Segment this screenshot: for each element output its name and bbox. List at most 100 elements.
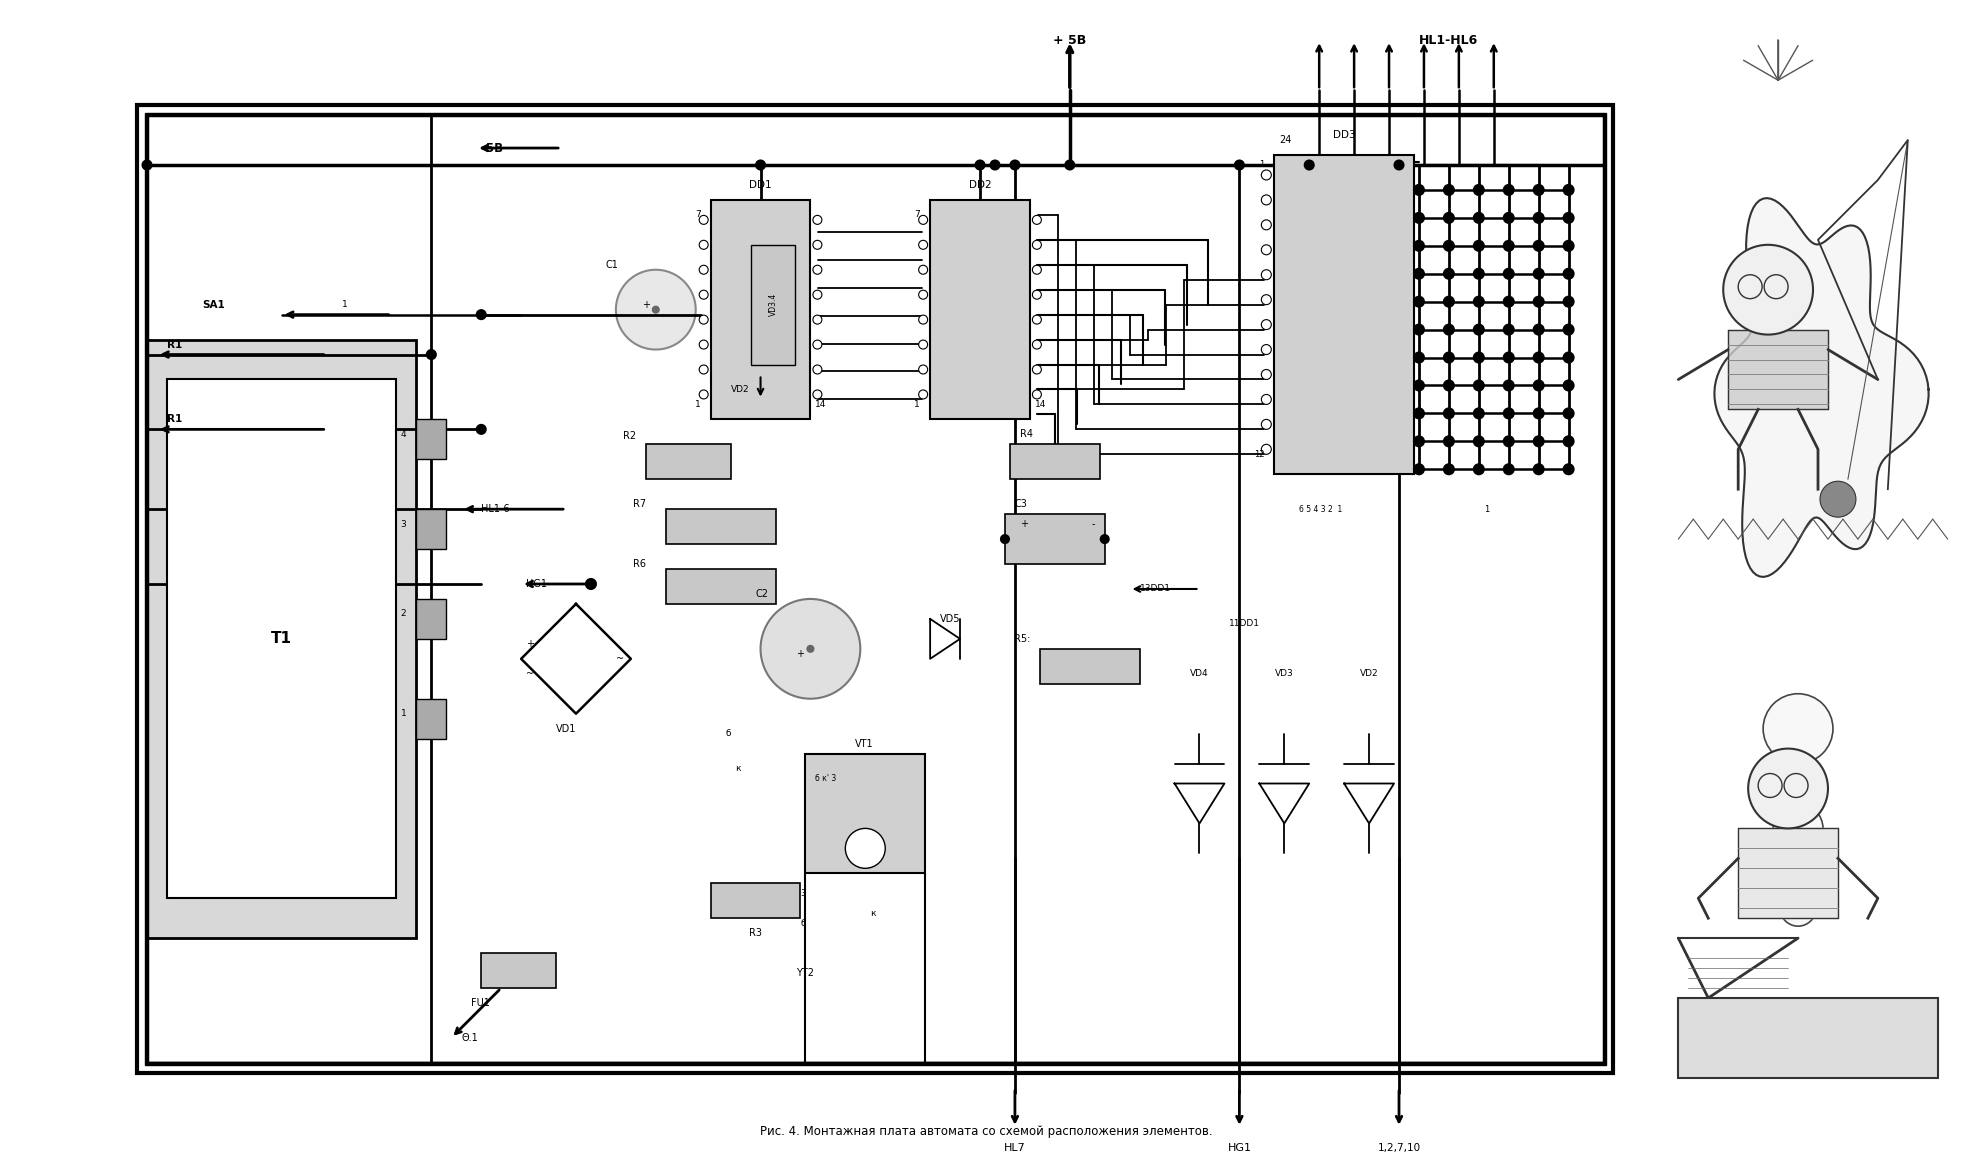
Circle shape	[1474, 325, 1484, 335]
Circle shape	[1415, 380, 1425, 391]
Text: R3: R3	[750, 928, 762, 938]
Circle shape	[1032, 216, 1042, 225]
Circle shape	[1261, 420, 1271, 429]
Text: 1: 1	[694, 400, 700, 409]
Text: R1: R1	[168, 340, 182, 350]
Circle shape	[653, 307, 659, 313]
Text: -: -	[1091, 519, 1095, 530]
Text: 11DD1: 11DD1	[1229, 619, 1261, 628]
Circle shape	[919, 365, 927, 374]
Circle shape	[1444, 352, 1454, 363]
Circle shape	[1474, 185, 1484, 195]
Circle shape	[1261, 394, 1271, 404]
Bar	[136, 105, 1614, 1073]
Circle shape	[1474, 213, 1484, 223]
Text: 4: 4	[401, 430, 406, 439]
Circle shape	[1565, 213, 1574, 223]
Circle shape	[1565, 241, 1574, 250]
Text: HG1: HG1	[1227, 1143, 1251, 1153]
Circle shape	[1565, 352, 1574, 363]
Circle shape	[1415, 325, 1425, 335]
Text: C1: C1	[606, 260, 620, 270]
Text: 1: 1	[401, 709, 406, 719]
Text: 3: 3	[801, 889, 807, 898]
Circle shape	[1444, 213, 1454, 223]
Circle shape	[1533, 380, 1543, 391]
Circle shape	[1415, 465, 1425, 474]
Circle shape	[1565, 436, 1574, 446]
Text: VT1: VT1	[856, 738, 874, 749]
Circle shape	[1774, 803, 1823, 853]
Polygon shape	[1715, 198, 1928, 577]
Circle shape	[698, 340, 708, 349]
Bar	[665, 569, 775, 604]
Circle shape	[1503, 436, 1513, 446]
Circle shape	[1395, 160, 1403, 169]
Bar	[1275, 155, 1415, 474]
Circle shape	[1261, 370, 1271, 379]
Text: б к' 3: б к' 3	[815, 774, 837, 783]
Circle shape	[1533, 352, 1543, 363]
Circle shape	[1565, 380, 1574, 391]
Text: VD2: VD2	[732, 385, 750, 394]
Circle shape	[919, 265, 927, 275]
Circle shape	[1474, 380, 1484, 391]
Text: б: б	[801, 919, 805, 927]
Circle shape	[616, 270, 696, 350]
Text: 1: 1	[341, 300, 347, 309]
Circle shape	[1533, 269, 1543, 278]
Bar	[805, 753, 925, 873]
Circle shape	[1533, 213, 1543, 223]
Circle shape	[1748, 749, 1827, 829]
Text: VD5: VD5	[939, 614, 961, 624]
Text: 7: 7	[694, 211, 700, 219]
Bar	[665, 509, 775, 544]
Text: 2: 2	[401, 610, 406, 619]
Circle shape	[698, 389, 708, 399]
Text: 12: 12	[1253, 450, 1265, 459]
Circle shape	[1503, 465, 1513, 474]
Text: R5:: R5:	[1014, 634, 1030, 644]
Text: R2: R2	[623, 431, 635, 442]
Circle shape	[813, 240, 823, 249]
Circle shape	[760, 599, 860, 699]
Circle shape	[698, 365, 708, 374]
Circle shape	[1000, 535, 1008, 544]
Circle shape	[1261, 170, 1271, 180]
Text: HG1: HG1	[527, 580, 547, 589]
Text: 7: 7	[913, 211, 919, 219]
Circle shape	[1474, 269, 1484, 278]
Text: DD3: DD3	[1334, 130, 1355, 140]
Circle shape	[1503, 352, 1513, 363]
Circle shape	[1722, 245, 1813, 335]
Circle shape	[919, 315, 927, 325]
Circle shape	[1444, 269, 1454, 278]
Text: HL7: HL7	[1004, 1143, 1026, 1153]
Text: 1: 1	[1259, 160, 1265, 169]
Text: +: +	[641, 300, 649, 309]
Bar	[1040, 649, 1140, 684]
Text: VD2: VD2	[1359, 669, 1379, 678]
Text: C2: C2	[756, 589, 769, 599]
Text: 14: 14	[1036, 400, 1046, 409]
Circle shape	[1261, 320, 1271, 329]
Circle shape	[1503, 380, 1513, 391]
Circle shape	[698, 216, 708, 225]
Circle shape	[1533, 297, 1543, 307]
Circle shape	[1065, 160, 1073, 169]
Circle shape	[1415, 269, 1425, 278]
Circle shape	[1444, 380, 1454, 391]
Circle shape	[1503, 325, 1513, 335]
Circle shape	[1533, 465, 1543, 474]
Circle shape	[698, 315, 708, 325]
Circle shape	[1415, 297, 1425, 307]
Circle shape	[1235, 160, 1243, 169]
Circle shape	[1565, 408, 1574, 418]
Circle shape	[477, 311, 485, 319]
Text: 1: 1	[1484, 504, 1490, 513]
Circle shape	[1032, 365, 1042, 374]
Text: VD4: VD4	[1190, 669, 1209, 678]
Circle shape	[919, 340, 927, 349]
Circle shape	[1444, 325, 1454, 335]
Text: +: +	[1020, 519, 1028, 530]
